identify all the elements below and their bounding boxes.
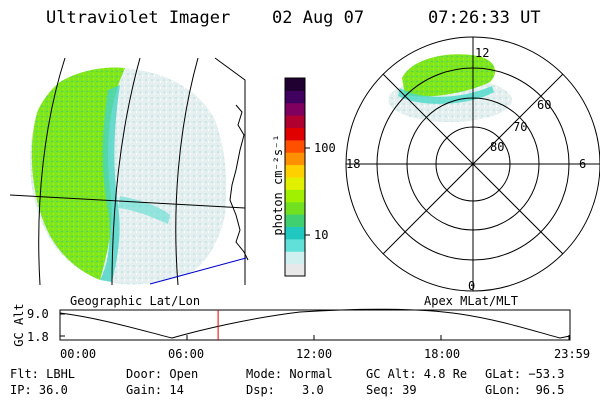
colorbar-tick-10: 10 [314,228,329,242]
date-label: 02 Aug 07 [272,8,365,28]
timeline-xtick: 18:00 [424,347,461,361]
apex-caption: Apex MLat/MLT [424,294,518,308]
colorbar-swatch [285,226,305,240]
colorbar-swatch [285,201,305,215]
geographic-caption: Geographic Lat/Lon [70,294,201,308]
timeline-y-high: 9.0 [27,307,49,321]
mlt-6-label: 6 [579,157,587,171]
mlt-18-label: 18 [346,157,361,171]
colorbar-swatch [285,263,305,277]
timeline-ylabel: GC Alt [12,303,26,347]
polar-plot [345,36,600,292]
colorbar-swatch [285,127,305,141]
time-label: 07:26:33 UT [428,8,541,28]
timeline-y-low: 1.8 [27,330,49,344]
geographic-map [10,57,249,285]
colorbar-swatch [285,189,305,203]
seq-info: Seq: 39 [366,383,417,397]
colorbar-swatch [285,177,305,190]
colorbar-swatch [285,164,305,178]
timeline-xtick: 00:00 [60,347,97,361]
instrument-title: Ultraviolet Imager [46,8,231,28]
colorbar-swatch [285,238,305,252]
colorbar-swatch [285,90,305,104]
colorbar-swatch [285,78,305,91]
colorbar-swatch [285,152,305,166]
filter-info: Flt: LBHL [10,367,76,381]
timeline-xtick: 12:00 [296,347,333,361]
timeline-xtick: 06:00 [168,347,205,361]
mlat-70-label: 70 [513,120,528,134]
ip-info: IP: 36.0 [10,383,68,397]
colorbar-swatch [285,139,305,153]
colorbar-swatch [285,102,305,116]
colorbar-tick-100: 100 [314,141,336,155]
timeline-xtick: 23:59 [554,347,591,361]
glat-info: GLat: −53.3 [485,367,565,381]
dsp-value: 3.0 [302,383,324,397]
mlt-12-label: 12 [475,46,490,60]
door-info: Door: Open [126,367,199,381]
gain-info: Gain: 14 [126,383,184,397]
gc-alt-info: GC Alt: 4.8 Re [366,367,468,381]
mode-info: Mode: Normal [246,367,333,381]
colorbar-swatch [285,115,305,128]
mlat-80-label: 80 [490,140,505,154]
colorbar-unit-label: photon cm⁻²s⁻¹ [271,134,285,236]
colorbar-swatch [285,214,305,227]
mlat-60-label: 60 [537,98,552,112]
glon-info: GLon: 96.5 [485,383,565,397]
dsp-label: Dsp: [246,383,275,397]
altitude-timeline [59,308,571,341]
mlt-0-label: 0 [468,279,476,293]
colorbar-swatch [285,251,305,265]
colorbar [284,77,310,277]
